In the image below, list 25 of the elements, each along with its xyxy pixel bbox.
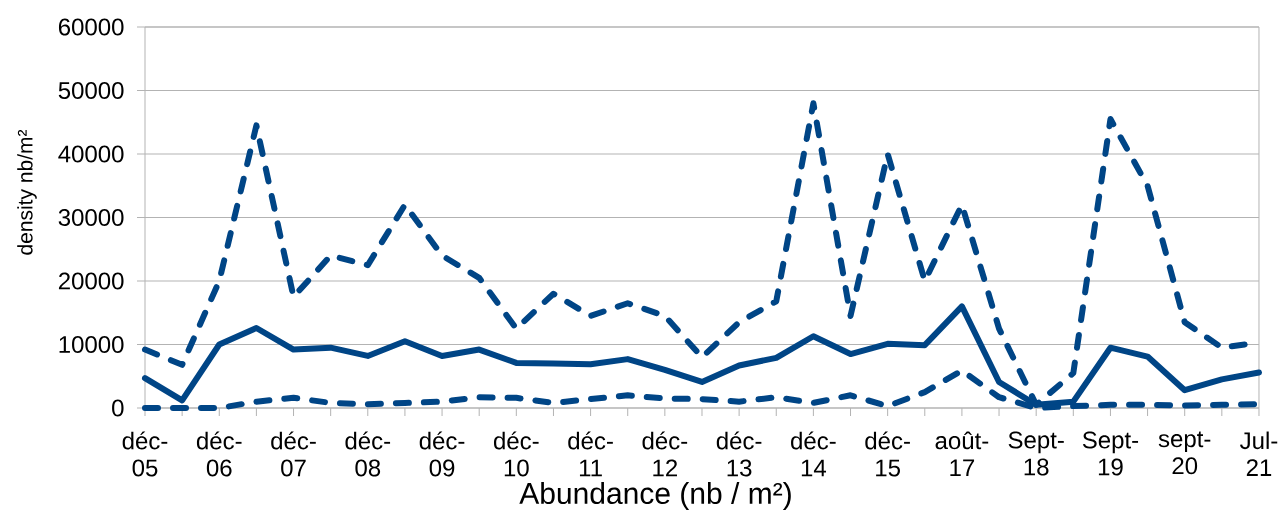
x-tick-label: déc-09 — [419, 431, 465, 477]
x-tick-label: août-17 — [935, 431, 989, 476]
y-tick-label: 50000 — [58, 82, 124, 99]
x-tick-label: Jul-21 — [1240, 431, 1278, 476]
x-tick-label: déc-11 — [568, 431, 613, 477]
y-tick-label: 0 — [112, 399, 124, 417]
x-tick-label: déc-15 — [865, 431, 910, 477]
x-tick-label: déc-05 — [122, 431, 168, 477]
x-tick-label: déc-14 — [791, 431, 836, 477]
x-tick-label: déc-12 — [642, 431, 688, 477]
y-axis-title: density nb/m² — [17, 129, 37, 255]
x-tick-label: déc-06 — [196, 431, 242, 477]
x-tick-label: déc-08 — [345, 431, 391, 477]
y-tick-label: 20000 — [58, 272, 124, 290]
y-tick-label: 30000 — [58, 209, 124, 226]
y-tick-label: 40000 — [58, 145, 124, 163]
y-tick-label: 10000 — [59, 336, 124, 353]
y-tick-label: 60000 — [58, 18, 124, 36]
x-tick-label: sept-20 — [1158, 431, 1211, 475]
x-tick-label: Sept-19 — [1082, 431, 1139, 476]
x-axis-title: Abundance (nb / m²) — [519, 482, 791, 510]
x-tick-label: déc-13 — [716, 431, 762, 477]
x-tick-label: Sept-18 — [1008, 431, 1064, 476]
x-tick-label: déc-10 — [493, 431, 539, 477]
x-tick-label: déc-07 — [271, 431, 316, 477]
